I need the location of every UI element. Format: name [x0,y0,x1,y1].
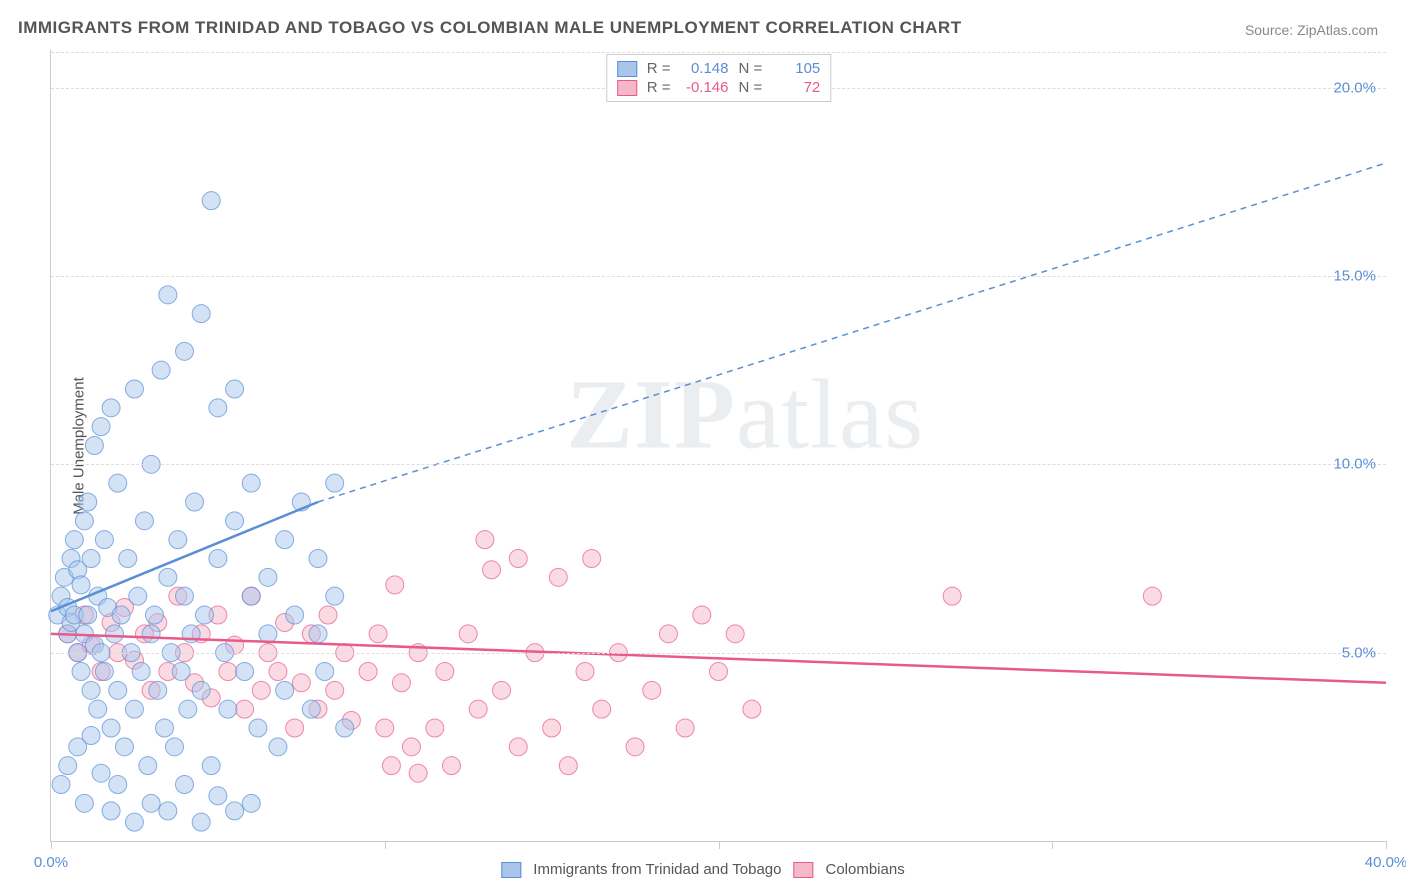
chart-title: IMMIGRANTS FROM TRINIDAD AND TOBAGO VS C… [18,18,962,38]
legend-row-series1: R = 0.148 N = 105 [617,59,821,78]
x-tick [719,841,720,849]
r-label: R = [647,60,671,77]
x-tick [385,841,386,849]
x-tick [1386,841,1387,849]
n-value-2: 72 [772,79,820,96]
gridline [51,52,1386,53]
r-value-1: 0.148 [681,60,729,77]
y-tick-label: 10.0% [1333,456,1376,473]
n-label: N = [739,79,763,96]
correlation-legend: R = 0.148 N = 105 R = -0.146 N = 72 [606,54,832,102]
source-label: Source: ZipAtlas.com [1245,22,1378,38]
x-tick-label: 40.0% [1365,854,1406,871]
r-label: R = [647,79,671,96]
y-tick-label: 5.0% [1342,644,1376,661]
legend-swatch-pink [793,862,813,878]
legend-swatch-pink [617,80,637,96]
x-tick [51,841,52,849]
legend-row-series2: R = -0.146 N = 72 [617,78,821,97]
chart-area: R = 0.148 N = 105 R = -0.146 N = 72 ZIPa… [50,50,1386,842]
n-label: N = [739,60,763,77]
series-legend: Immigrants from Trinidad and Tobago Colo… [501,861,904,878]
legend-label-2: Colombians [825,861,904,878]
x-tick-label: 0.0% [34,854,68,871]
r-value-2: -0.146 [681,79,729,96]
gridline [51,276,1386,277]
n-value-1: 105 [772,60,820,77]
x-tick [1052,841,1053,849]
legend-label-1: Immigrants from Trinidad and Tobago [533,861,781,878]
y-tick-label: 20.0% [1333,79,1376,96]
legend-swatch-blue [501,862,521,878]
gridline [51,653,1386,654]
gridline [51,464,1386,465]
scatter-plot [51,50,1386,841]
legend-swatch-blue [617,61,637,77]
y-tick-label: 15.0% [1333,268,1376,285]
